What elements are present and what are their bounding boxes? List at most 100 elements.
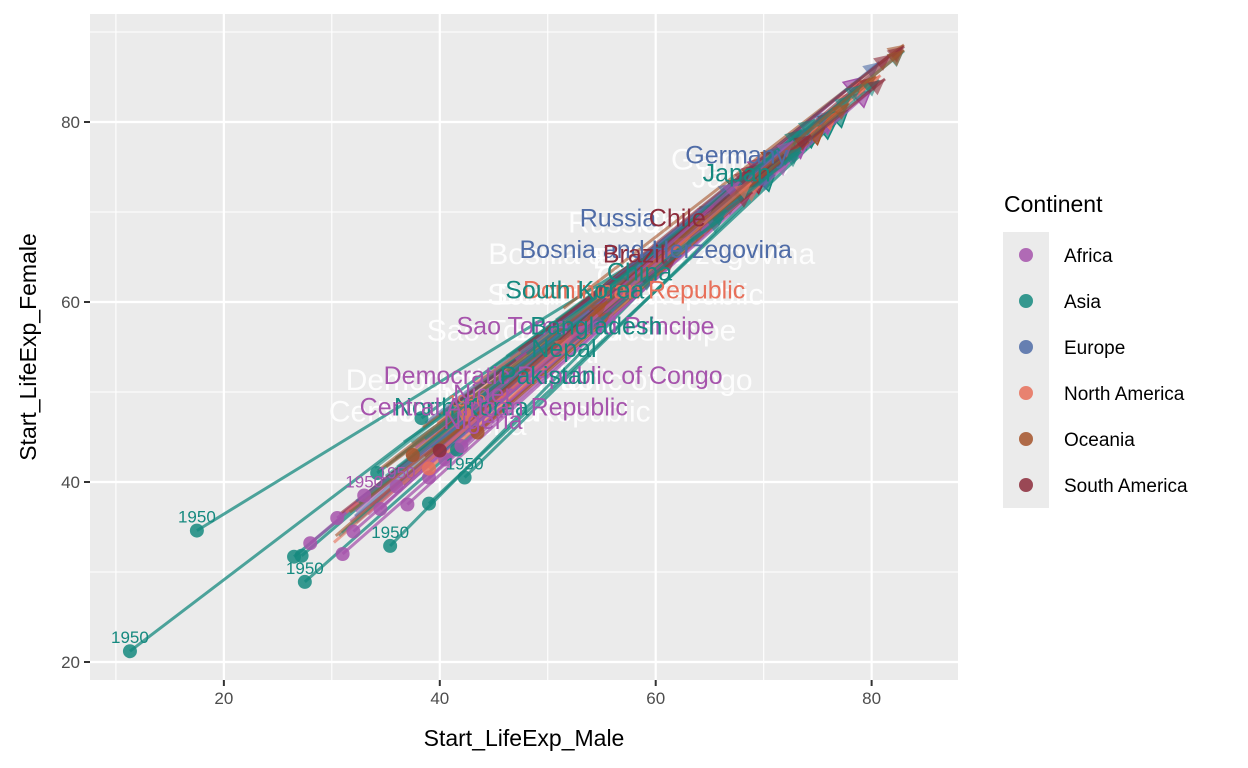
x-tick-label: 80: [862, 689, 881, 708]
trajectory-arrowhead: [722, 181, 740, 199]
country-label: Brazil: [603, 241, 666, 269]
trajectory-arrowhead: [867, 78, 886, 96]
country-label: Dominican Republic: [523, 277, 745, 305]
y-tick-label: 20: [61, 653, 80, 672]
start-point: [389, 479, 404, 494]
country-label: Nepal: [531, 335, 596, 363]
legend-key-point: [1019, 432, 1033, 446]
y-tick-label: 40: [61, 473, 80, 492]
legend-label: Europe: [1064, 338, 1125, 359]
legend-item: Europe: [1019, 338, 1125, 359]
country-label-halo: Russia: [568, 207, 660, 240]
legend-key-point: [1019, 340, 1033, 354]
trajectory-arrowhead: [590, 301, 608, 319]
y-axis-title: Start_LifeExp_Female: [15, 233, 41, 461]
start-point: [122, 644, 137, 659]
trajectory-line: [525, 118, 817, 356]
x-tick-label: 40: [430, 689, 449, 708]
legend-label: Asia: [1064, 292, 1101, 313]
x-axis-title: Start_LifeExp_Male: [424, 725, 625, 751]
start-point: [414, 411, 429, 426]
year-label: 1950: [378, 464, 416, 483]
start-point: [470, 425, 485, 440]
trajectories: [129, 43, 905, 653]
trajectory-arrowhead: [706, 217, 724, 234]
year-label: 1950: [286, 559, 324, 578]
legend-key-point: [1019, 386, 1033, 400]
legend-key-point: [1019, 478, 1033, 492]
start-points: [122, 407, 485, 659]
country-label: Chile: [649, 205, 706, 233]
start-point: [373, 502, 388, 516]
year-label: 1950: [345, 473, 383, 492]
grid-major: [90, 14, 958, 680]
start-point: [294, 548, 309, 563]
country-label: Japan: [703, 160, 771, 188]
start-point: [459, 407, 474, 422]
country-label: Bangladesh: [530, 313, 662, 341]
x-axis: 20 40 60 80: [214, 680, 881, 708]
legend-label: North America: [1064, 384, 1185, 405]
legend-label: South America: [1064, 476, 1188, 497]
year-label: 1950: [448, 392, 486, 411]
legend-title: Continent: [1004, 191, 1103, 217]
x-tick-label: 60: [646, 689, 665, 708]
start-point: [335, 547, 350, 561]
start-point: [400, 497, 415, 512]
y-tick-label: 80: [61, 113, 80, 132]
year-label: 1950: [178, 508, 216, 527]
trajectory-arrowhead: [797, 119, 816, 136]
country-label: Central African Republic: [360, 394, 628, 422]
start-point: [405, 448, 420, 462]
y-tick-label: 60: [61, 293, 80, 312]
year-label: 1950: [111, 628, 149, 647]
trajectory-line: [600, 146, 803, 321]
country-label: North Korea: [394, 394, 529, 422]
start-point: [303, 536, 318, 551]
year-label: 1950: [446, 455, 484, 474]
country-label: Sao Tome and Principe: [457, 313, 715, 341]
start-point: [457, 470, 472, 485]
trajectory-arrowhead: [873, 54, 891, 71]
legend-label: Africa: [1064, 246, 1113, 267]
trajectory-line: [463, 173, 776, 479]
start-point: [383, 538, 398, 553]
trajectory-arrowhead: [733, 182, 752, 200]
start-point: [297, 574, 312, 589]
legend-item: North America: [1019, 384, 1185, 405]
year-label: 1950: [371, 523, 409, 542]
legend: Continent Africa Asia Europe North America O…: [1003, 191, 1188, 508]
trajectory-arrowhead: [886, 50, 905, 67]
legend-item: Oceania: [1019, 430, 1135, 451]
country-label: South Korea: [505, 277, 644, 305]
legend-item: South America: [1019, 476, 1188, 497]
country-label: Niger: [453, 380, 513, 408]
country-label: China: [607, 259, 672, 287]
trajectory-line: [587, 48, 905, 319]
country-label: Russia: [580, 205, 657, 233]
legend-item: Africa: [1019, 246, 1113, 267]
x-tick-label: 20: [214, 689, 233, 708]
start-point: [346, 524, 361, 539]
start-point: [421, 496, 436, 511]
country-label: Pakistan: [500, 362, 596, 390]
y-axis: 20 40 60 80: [61, 113, 90, 672]
country-label: Germany: [685, 142, 788, 170]
start-point: [454, 439, 469, 453]
country-label: Democratic Republic of Congo: [384, 362, 723, 390]
start-point: [189, 523, 204, 538]
trajectory-line: [520, 181, 737, 355]
legend-label: Oceania: [1064, 430, 1135, 451]
legend-key-point: [1019, 294, 1033, 308]
start-point: [370, 466, 385, 480]
start-point: [330, 511, 345, 525]
start-point: [357, 488, 372, 503]
country-label: Bosnia and Herzegovina: [520, 236, 792, 264]
legend-item: Asia: [1019, 292, 1101, 313]
country-label: Nigeria: [443, 407, 522, 435]
legend-key-point: [1019, 248, 1033, 262]
start-point: [432, 443, 447, 458]
